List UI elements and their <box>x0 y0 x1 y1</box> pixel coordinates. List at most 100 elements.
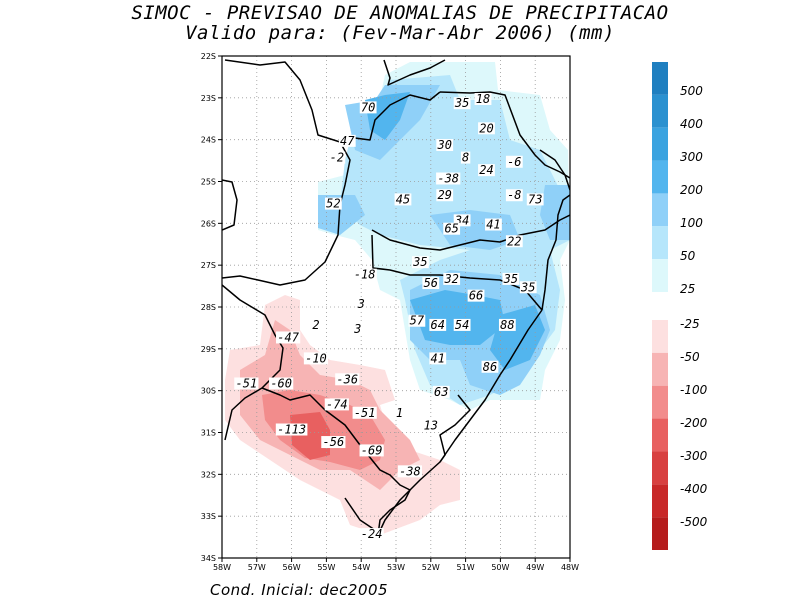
value-label: 8 <box>460 151 471 165</box>
value-label: 18 <box>474 92 492 106</box>
value-label: -36 <box>335 372 360 386</box>
value-label: 45 <box>394 192 412 206</box>
value-label: 22 <box>505 234 523 248</box>
colorbar-positive-label: 300 <box>680 150 703 164</box>
boundaries <box>222 59 570 536</box>
value-label: 54 <box>453 318 471 332</box>
value-label-bg <box>359 444 384 457</box>
value-label-text: -60 <box>270 376 292 390</box>
value-label-bg <box>303 352 329 365</box>
argentina-border-north <box>222 179 238 231</box>
value-label-text: -38 <box>437 172 459 186</box>
value-label-text: 18 <box>476 92 490 106</box>
value-label: 29 <box>436 188 454 202</box>
lat-label: 25S <box>201 178 216 187</box>
value-label: 3 <box>353 322 363 336</box>
initial-condition-note: Cond. Inicial: dec2005 <box>210 581 389 599</box>
value-label-bg <box>269 377 294 390</box>
value-label-bg <box>353 323 363 336</box>
value-label: 35 <box>502 272 520 286</box>
map-title: SIMOC - PREVISAO DE ANOMALIAS DE PRECIPI… <box>131 2 669 24</box>
value-label: 32 <box>443 272 461 286</box>
value-label-bg <box>275 423 308 436</box>
value-label-text: 3 <box>353 322 361 336</box>
lat-label: 29S <box>201 345 216 354</box>
value-label: 57 <box>408 314 426 328</box>
colorbar-negative-label: -400 <box>680 482 708 496</box>
colorbar-positive-label: 200 <box>680 183 703 197</box>
value-label-bg <box>356 298 366 310</box>
value-label: -60 <box>269 376 294 390</box>
lon-label: 51W <box>457 563 475 572</box>
value-label-bg <box>481 360 499 373</box>
value-label-text: 35 <box>503 272 518 286</box>
state-border-ms <box>383 59 446 86</box>
value-label-bg <box>352 268 377 281</box>
value-label-bg <box>478 122 495 135</box>
value-label-bg <box>422 419 440 432</box>
value-label-text: 52 <box>326 197 340 211</box>
value-label-text: 22 <box>507 234 521 248</box>
value-label-text: 29 <box>437 188 451 202</box>
colorbar-negative-swatch <box>652 385 668 419</box>
value-label: 88 <box>498 318 516 332</box>
value-label: -38 <box>397 464 423 478</box>
lat-label: 34S <box>201 554 216 563</box>
value-label-text: 54 <box>455 318 469 332</box>
value-label: 56 <box>422 276 440 290</box>
value-label: 73 <box>526 192 544 206</box>
coast-sp <box>539 149 570 191</box>
value-label-text: -36 <box>336 372 358 386</box>
value-label-bg <box>429 352 447 365</box>
value-label-text: -8 <box>507 188 521 202</box>
lat-label: 26S <box>201 219 216 228</box>
value-label-bg <box>234 377 259 390</box>
lon-label: 48W <box>561 563 579 572</box>
lat-label: 27S <box>201 261 216 270</box>
colorbar-positive-label: 400 <box>680 117 703 131</box>
colorbar-positive-label: 25 <box>680 282 695 296</box>
lat-label: 24S <box>201 136 216 145</box>
value-label-bg <box>436 172 461 185</box>
value-label: 86 <box>481 360 499 374</box>
value-label-text: -56 <box>323 435 345 449</box>
value-label: -10 <box>303 351 329 365</box>
value-label: -2 <box>328 151 346 165</box>
value-label-text: 86 <box>483 360 497 374</box>
value-label: -18 <box>352 268 377 282</box>
lon-label: 55W <box>317 563 335 572</box>
value-label-text: 88 <box>500 318 514 332</box>
value-label: 20 <box>478 121 495 135</box>
sc-rs-border <box>371 234 543 311</box>
colorbar-positive-label: 500 <box>680 84 703 98</box>
parana-river-border <box>339 91 441 143</box>
value-label: -51 <box>352 406 377 420</box>
value-label: 1 <box>394 406 405 420</box>
value-label: 41 <box>429 351 447 365</box>
value-label-bg <box>526 193 544 206</box>
lat-label: 23S <box>201 94 216 103</box>
value-label-text: 20 <box>479 121 493 135</box>
value-label-text: -24 <box>361 527 383 541</box>
colorbar-negative-swatch <box>652 418 668 452</box>
value-label-bg <box>498 318 516 331</box>
value-label: -6 <box>505 155 523 169</box>
value-label-bg <box>359 528 384 541</box>
colorbar-positive-label: 100 <box>680 216 703 230</box>
lon-label: 58W <box>213 563 231 572</box>
value-label: -24 <box>359 527 384 541</box>
value-label: 65 <box>443 222 461 236</box>
colorbar-negative-swatch <box>652 484 668 518</box>
colorbar-positive-swatch <box>652 259 668 292</box>
value-label-bg <box>519 281 537 294</box>
value-label-text: -74 <box>326 397 348 411</box>
colorbar-negative-label: -50 <box>680 350 700 364</box>
colorbar-negative-label: -100 <box>680 383 708 397</box>
value-label-text: 35 <box>454 96 469 110</box>
value-label: 2 <box>311 318 321 332</box>
value-label: 41 <box>485 218 502 232</box>
value-label: -74 <box>324 397 349 411</box>
lon-label: 50W <box>491 563 509 572</box>
value-label-bg <box>311 318 321 331</box>
